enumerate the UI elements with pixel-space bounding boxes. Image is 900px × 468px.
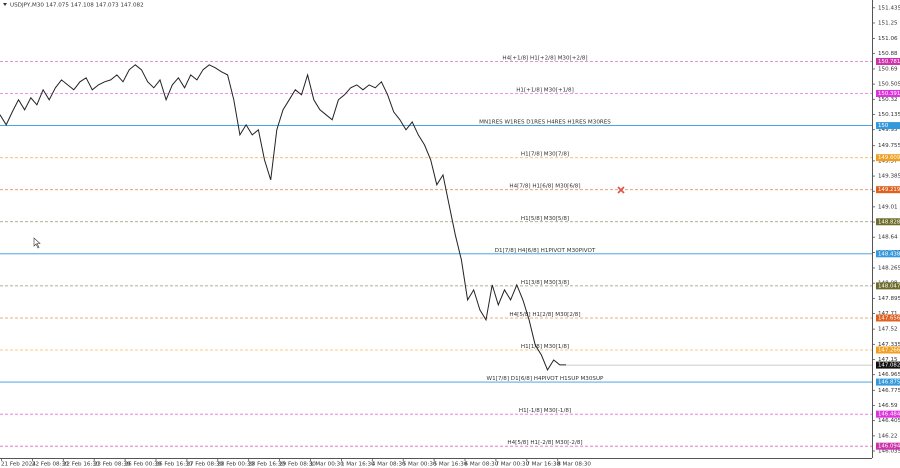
price-box — [876, 314, 900, 322]
x-tick-label: 21 Feb 2024 — [1, 462, 36, 468]
y-tick-label: 150.505 — [878, 82, 900, 88]
y-tick-label: 146.22 — [878, 433, 898, 439]
last-price-box — [876, 361, 900, 369]
level-label: H1[7/8] M30[7/8] — [521, 152, 569, 158]
level-label: H1[-1/8] M30[-1/8] — [519, 408, 571, 414]
y-tick-label: 147.52 — [878, 327, 898, 333]
level-label: W1[7/8] D1[6/8] H4PIVOT H1SUP M30SUP — [487, 376, 605, 382]
y-tick-label: 146.775 — [878, 388, 900, 394]
x-tick-label: 22 Feb 16:30 — [63, 462, 100, 468]
level-label: H1[1/8] M30[1/8] — [521, 344, 569, 350]
y-tick-label: 149.385 — [878, 174, 900, 180]
chart-title: USDJPY,M30 147.075 147.108 147.073 147.0… — [10, 3, 144, 9]
price-box-label: 148.438 — [878, 251, 900, 257]
level-label: H4[7/8] H1[6/8] M30[6/8] — [509, 184, 580, 190]
price-box-label: 148.828 — [878, 219, 900, 225]
price-box — [876, 186, 900, 194]
y-tick-label: 146.965 — [878, 372, 900, 378]
price-box-label: 146.094 — [878, 444, 900, 450]
level-label: H1[3/8] M30[3/8] — [521, 280, 569, 286]
y-tick-label: 150.88 — [878, 51, 898, 57]
x-tick-label: 26 Feb 00:30 — [125, 462, 162, 468]
price-box — [876, 89, 900, 97]
level-label: D1[7/8] H4[6/8] H1PIVOT M30PIVOT — [495, 248, 596, 254]
level-label: H1[5/8] M30[5/8] — [521, 216, 569, 222]
x-tick-label: 5 Mar 16:30 — [434, 462, 468, 468]
price-box — [876, 378, 900, 386]
y-tick-label: 150.69 — [878, 66, 898, 72]
level-label: MN1RES W1RES D1RES H4RES H1RES M30RES — [479, 120, 611, 126]
x-tick-label: 28 Feb 16:30 — [248, 462, 285, 468]
y-tick-label: 150.32 — [878, 97, 898, 103]
x-tick-label: 7 Mar 00:30 — [495, 462, 529, 468]
y-tick-label: 149.95 — [878, 127, 898, 133]
y-tick-label: 146.59 — [878, 403, 898, 409]
price-box — [876, 122, 900, 130]
price-box-label: 150 — [878, 123, 889, 129]
y-tick-label: 151.06 — [878, 36, 898, 42]
x-tick-label: 8 Mar 08:30 — [557, 462, 591, 468]
x-tick-label: 5 Mar 00:30 — [403, 462, 437, 468]
x-tick-label: 6 Mar 08:30 — [465, 462, 499, 468]
price-box-label: 149.219 — [878, 187, 900, 193]
price-box — [876, 442, 900, 450]
x-tick-label: 26 Feb 16:30 — [156, 462, 193, 468]
price-line — [0, 64, 566, 371]
y-tick-label: 151.25 — [878, 20, 898, 26]
x-tick-label: 27 Feb 08:30 — [186, 462, 223, 468]
y-tick-label: 147.15 — [878, 357, 898, 363]
level-label: H4[5/8] H1[-2/8] M30[-2/8] — [507, 440, 582, 446]
price-box-label: 147.656 — [878, 315, 900, 321]
price-box — [876, 410, 900, 418]
price-box-label: 150.781 — [878, 59, 900, 65]
price-box — [876, 218, 900, 226]
x-tick-label: 29 Feb 08:30 — [279, 462, 316, 468]
y-tick-label: 147.71 — [878, 311, 898, 317]
y-tick-label: 149.755 — [878, 143, 900, 149]
x-tick-label: 1 Mar 00:30 — [310, 462, 344, 468]
y-tick-label: 148.64 — [878, 235, 898, 241]
price-box-label: 147.266 — [878, 347, 900, 353]
level-label: H4[+1/8] H1[+2/8] M30[+2/8] — [502, 55, 587, 61]
price-box-label: 146.875 — [878, 380, 900, 386]
x-tick-label: 23 Feb 08:30 — [94, 462, 131, 468]
price-box-label: 146.484 — [878, 412, 900, 418]
x-tick-label: 7 Mar 16:30 — [526, 462, 560, 468]
price-box — [876, 57, 900, 65]
y-tick-label: 151.435 — [878, 5, 900, 11]
price-box — [876, 282, 900, 290]
y-tick-label: 150.135 — [878, 112, 900, 118]
price-box-label: 149.609 — [878, 155, 900, 161]
cursor — [33, 237, 41, 249]
level-label: H4[5/8] H1[2/8] M30[2/8] — [509, 312, 580, 318]
y-tick-label: 146.035 — [878, 449, 900, 455]
x-tick-label: 4 Mar 08:30 — [372, 462, 406, 468]
y-tick-label: 146.405 — [878, 418, 900, 424]
y-tick-label: 147.895 — [878, 296, 900, 302]
x-tick-label: 22 Feb 08:30 — [32, 462, 69, 468]
price-box — [876, 250, 900, 258]
y-tick-label: 148.265 — [878, 265, 900, 271]
price-box — [876, 346, 900, 354]
y-tick-label: 149.01 — [878, 204, 898, 210]
last-price-label: 147.082 — [878, 363, 900, 369]
level-label: H1[+1/8] M30[+1/8] — [516, 87, 574, 93]
x-tick-label: 1 Mar 16:30 — [341, 462, 375, 468]
y-tick-label: 149.57 — [878, 158, 898, 164]
price-box-label: 150.391 — [878, 91, 900, 97]
x-tick-label: 28 Feb 00:30 — [217, 462, 254, 468]
price-box-label: 148.047 — [878, 283, 900, 289]
y-tick-label: 147.335 — [878, 342, 900, 348]
price-box — [876, 154, 900, 162]
symbol-menu-arrow[interactable] — [3, 3, 7, 6]
